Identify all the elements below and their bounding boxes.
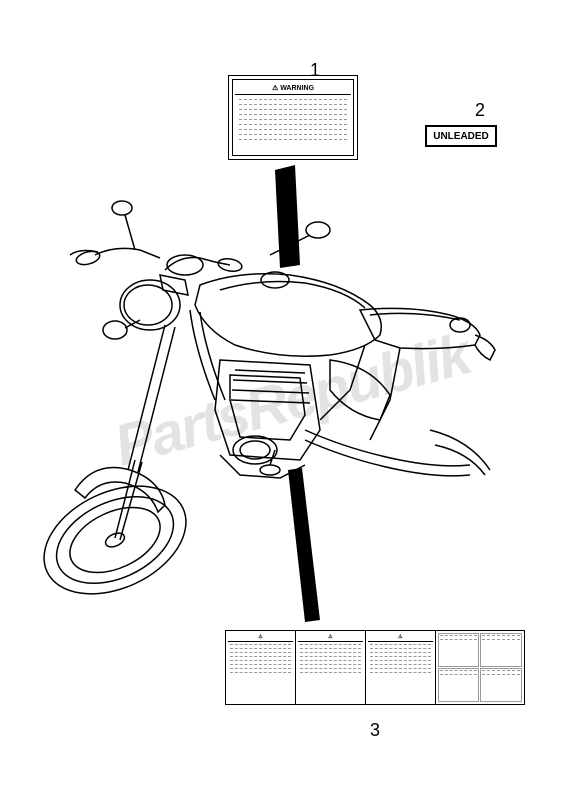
callout-1: 1 [310,60,320,81]
info-header-2: ⚠ [298,633,363,642]
info-section-4 [436,631,524,704]
motorcycle-diagram [20,150,500,630]
callout-3: 3 [370,720,380,741]
warning-header: ⚠ WARNING [235,82,351,95]
info-header-3: ⚠ [368,633,433,642]
info-cell-2 [480,633,522,667]
info-cell-3 [438,668,480,702]
info-section-1: ⚠ [226,631,296,704]
warning-text-lines [235,95,351,146]
info-cell-1 [438,633,480,667]
info-label-box: ⚠ ⚠ ⚠ [225,630,525,705]
info-section-3: ⚠ [366,631,436,704]
info-section-2: ⚠ [296,631,366,704]
info-cell-4 [480,668,522,702]
callout-2: 2 [475,100,485,121]
warning-label-inner: ⚠ WARNING [232,79,354,156]
unleaded-label-box: UNLEADED [425,125,497,147]
info-header-1: ⚠ [228,633,293,642]
warning-label-box: ⚠ WARNING [228,75,358,160]
